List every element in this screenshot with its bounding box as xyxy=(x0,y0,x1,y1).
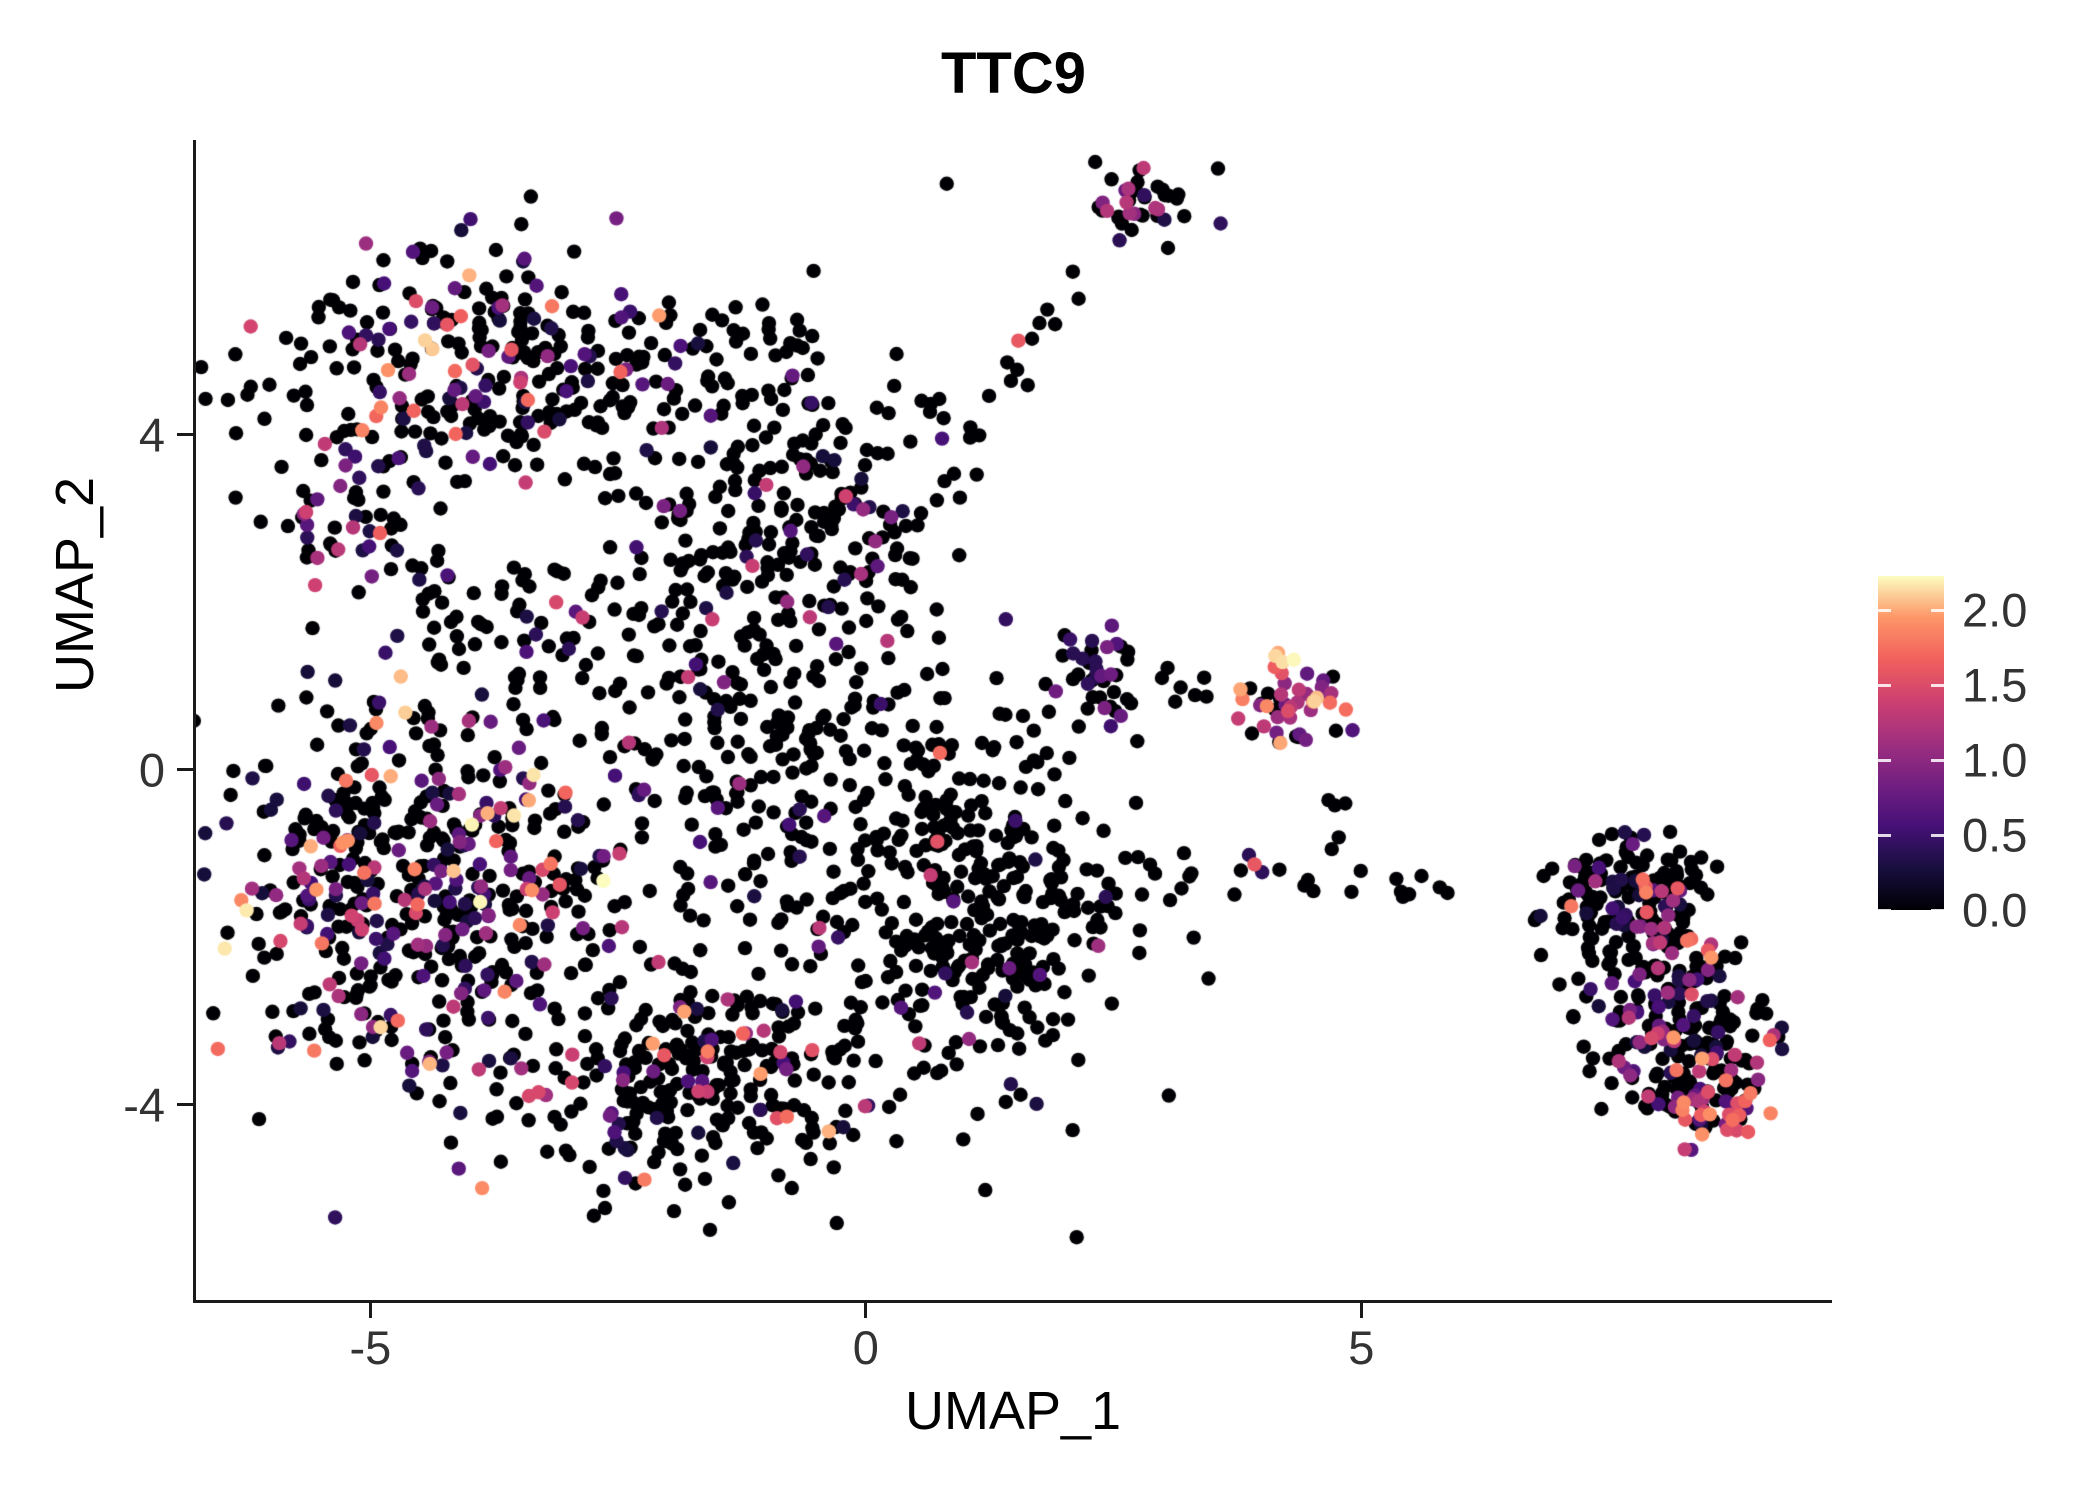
x-tick-mark xyxy=(368,1303,372,1318)
x-tick-label: 0 xyxy=(852,1321,879,1374)
y-tick-label: 4 xyxy=(138,408,165,462)
y-tick-label: 0 xyxy=(138,743,165,797)
x-tick-mark xyxy=(1359,1303,1363,1318)
y-tick-mark xyxy=(177,768,193,772)
x-axis-line xyxy=(193,1300,1832,1303)
x-tick-label: -5 xyxy=(349,1321,392,1374)
x-tick-label: 5 xyxy=(1348,1321,1375,1374)
y-axis-line xyxy=(193,140,196,1303)
y-tick-label: -4 xyxy=(123,1078,165,1132)
y-tick-mark xyxy=(177,433,193,437)
x-tick-mark xyxy=(864,1303,868,1318)
y-tick-mark xyxy=(177,1103,193,1107)
